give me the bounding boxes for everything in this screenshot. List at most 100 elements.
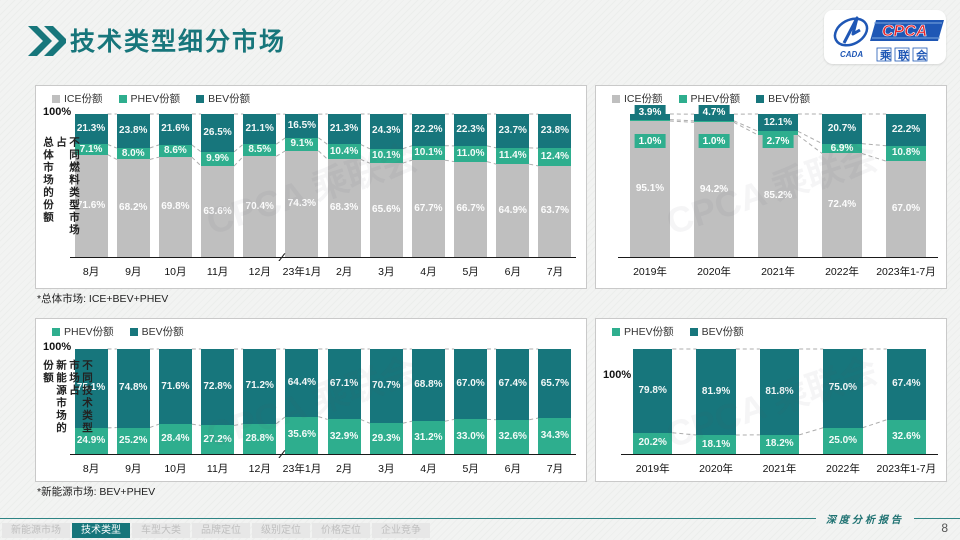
bar-2020年: 18.1% 81.9%: [696, 349, 736, 454]
tab-车型大类[interactable]: 车型大类: [132, 523, 190, 538]
bar-label: 33.0%: [456, 430, 485, 442]
bar-label: 81.8%: [765, 385, 794, 397]
legend-item-phev: PHEV份额: [612, 324, 674, 339]
bar-label: 32.6%: [892, 430, 921, 442]
bar-segment-phev: 33.0%: [454, 419, 487, 454]
bar-label: 10.8%: [891, 147, 921, 159]
bar-segment-bev: 71.2%: [243, 349, 277, 424]
bar-segment-bev: 75.0%: [823, 349, 863, 428]
bar-segment-ice: 64.9%: [496, 164, 530, 257]
bar-5月: 33.0% 67.0%: [454, 349, 487, 454]
bar-3月: 65.6% 10.1% 24.3%: [369, 114, 403, 257]
x-tick-label: 2月: [335, 463, 353, 475]
bar-segment-bev: 21.6%: [158, 114, 192, 145]
x-tick-label: 3月: [378, 266, 395, 278]
x-tick-label: 2020年: [697, 266, 731, 278]
bar-segment-bev: 22.2%: [411, 114, 445, 146]
report-label: 深度分析报告: [816, 511, 914, 526]
y-axis-max-label: 100%: [43, 341, 72, 353]
bar-segment-ice: 63.6%: [201, 166, 234, 257]
bar-segment-bev: 67.4%: [496, 349, 530, 420]
bar-9月: 25.2% 74.8%: [116, 349, 150, 454]
chart-legend: PHEV份额 BEV份额: [52, 324, 184, 339]
bar-segment-phev: 12.4%: [538, 148, 572, 166]
bar-label: 21.3%: [76, 123, 106, 135]
legend-swatch-bev: [689, 327, 698, 336]
bar-label: 26.5%: [203, 126, 232, 138]
x-axis-labels: 2019年 2020年 2021年 2022年 2023年1-7月: [621, 461, 938, 476]
legend-label: ICE份额: [64, 93, 103, 105]
tab-品牌定位[interactable]: 品牌定位: [192, 523, 250, 538]
bar-label-callout: 3.9%: [634, 105, 666, 119]
bar-label: 11.4%: [498, 150, 527, 162]
legend-swatch-bev: [129, 327, 138, 336]
bar-segment-phev: 8.6%: [158, 144, 192, 158]
bar-segment-phev: 28.8%: [243, 423, 277, 454]
bar-2月: 32.9% 67.1%: [327, 349, 361, 454]
bar-2023年1-7月: 67.0% 10.8% 22.2%: [886, 114, 926, 257]
bar-segment-ice: 68.2%: [116, 159, 150, 257]
bar-segment-bev: 16.5%: [285, 114, 319, 138]
bar-label: 65.7%: [540, 377, 570, 389]
x-tick-label: 2022年: [825, 266, 859, 278]
bar-segment-phev: 20.2%: [633, 432, 673, 454]
y-axis-title: 不同技术类型市场占 新能源市场的份额: [42, 359, 93, 435]
tab-新能源市场[interactable]: 新能源市场: [2, 523, 70, 538]
bar-label: 24.3%: [372, 125, 401, 137]
bar-segment-phev: 11.4%: [496, 147, 530, 165]
bar-label: 75.1%: [76, 382, 106, 394]
bar-label: 12.4%: [540, 151, 570, 163]
bar-2022年: 25.0% 75.0%: [823, 349, 863, 454]
bar-segment-bev: 23.8%: [538, 114, 572, 149]
connector-lines: [70, 114, 576, 257]
plot-area: 24.9% 75.1% 25.2% 74.8% 28.4% 71.6% 27.2% 72.8%…: [70, 349, 576, 461]
bar-label: 85.2%: [763, 190, 793, 202]
bar-segment-phev: 10.1%: [369, 148, 403, 164]
bar-segment-ice: 63.7%: [538, 165, 572, 257]
bar-label-callout: 4.7%: [698, 105, 730, 119]
x-tick-label: 4月: [420, 266, 437, 278]
bar-label: 67.4%: [892, 378, 921, 390]
x-tick-label: 9月: [125, 266, 142, 278]
page-title: 技术类型细分市场: [70, 28, 287, 56]
x-tick-label: 7月: [546, 266, 564, 278]
bar-segment-bev: 26.5%: [201, 114, 234, 152]
legend-label: PHEV份额: [64, 326, 114, 338]
bar-segment-bev: 67.0%: [454, 349, 487, 420]
cpca-logo-graphic: CADA CPCA 乘联会: [833, 16, 944, 62]
bar-label: 6.9%: [830, 142, 854, 154]
bar-label: 67.4%: [498, 378, 527, 390]
legend-label: BEV份额: [701, 326, 744, 338]
bar-2021年: 85.2% 2.7% 12.1%: [758, 114, 798, 257]
bar-label: 72.4%: [827, 199, 857, 211]
tab-级别定位[interactable]: 级别定位: [252, 523, 310, 538]
bar-label: 9.9%: [206, 152, 229, 164]
bar-label: 22.2%: [414, 123, 443, 135]
bar-segment-phev: 9.1%: [285, 137, 319, 151]
tab-价格定位[interactable]: 价格定位: [312, 523, 370, 538]
bar-segment-bev: 64.4%: [285, 349, 319, 417]
connector-lines: [621, 349, 938, 454]
tab-企业竞争[interactable]: 企业竞争: [372, 523, 430, 538]
svg-text:会: 会: [916, 48, 928, 62]
bar-2021年: 18.2% 81.8%: [759, 349, 800, 454]
legend-label: PHEV份额: [690, 93, 741, 105]
bar-label: 12.1%: [763, 116, 793, 128]
bar-label: 28.8%: [245, 432, 274, 444]
x-tick-label: 2023年1-7月: [876, 266, 936, 278]
bar-segment-bev: 71.6%: [158, 349, 192, 425]
tab-技术类型[interactable]: 技术类型: [72, 523, 130, 538]
bar-label: 29.3%: [372, 432, 401, 444]
bar-label: 20.2%: [638, 437, 667, 449]
x-tick-label: 2020年: [699, 463, 734, 475]
bar-segment-phev: 10.1%: [411, 145, 445, 161]
bar-segment-ice: 68.3%: [327, 159, 361, 257]
bar-segment-bev: 65.7%: [538, 349, 572, 418]
bar-12月: 70.4% 8.5% 21.1%: [243, 114, 277, 257]
legend-label: BEV份额: [208, 93, 251, 105]
bar-label: 18.1%: [701, 438, 731, 450]
bar-segment-bev: 23.7%: [496, 114, 530, 148]
bar-2019年: 95.1% 1.0% 3.9%: [630, 105, 670, 257]
bar-label: 27.2%: [203, 433, 232, 445]
